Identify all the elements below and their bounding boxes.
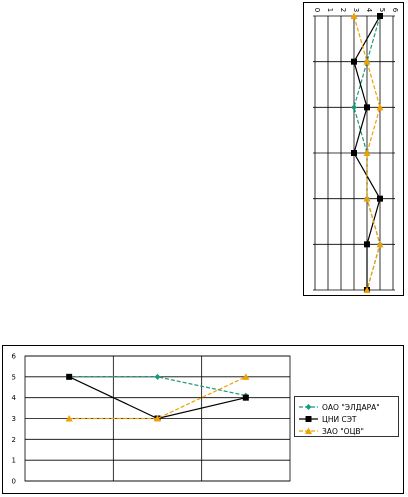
top-value-tick-label: 3 — [352, 8, 360, 12]
bottom-y-tick-label: 1 — [12, 457, 16, 465]
legend-box — [294, 396, 399, 437]
bottom-data-point — [242, 373, 250, 380]
top-data-point — [350, 12, 358, 19]
top-data-point — [377, 13, 383, 19]
bottom-y-tick-label: 0 — [12, 478, 16, 486]
top-data-point — [351, 58, 357, 65]
bottom-chart: 0 1 2 3 4 5 6 — [12, 353, 291, 486]
bottom-data-point — [65, 415, 73, 422]
bottom-y-tick-label: 4 — [12, 394, 17, 402]
legend-entry-label: ЦНИ СЭТ — [322, 415, 357, 424]
top-data-point — [364, 104, 370, 111]
legend-marker — [305, 404, 312, 410]
top-data-point — [363, 58, 371, 65]
legend-marker — [305, 427, 312, 434]
top-value-tick-label: 0 — [313, 8, 321, 12]
top-value-tick-label: 1 — [326, 8, 334, 12]
top-value-tick-label: 6 — [391, 8, 399, 13]
top-value-tick-label: 2 — [339, 8, 347, 12]
bottom-data-point — [154, 373, 161, 380]
bottom-data-point — [154, 415, 161, 422]
bottom-y-tick-label: 6 — [12, 353, 17, 361]
top-value-tick-label: 4 — [365, 8, 373, 13]
bottom-data-point — [242, 394, 249, 401]
legend-marker — [305, 416, 312, 422]
top-data-point — [376, 240, 384, 248]
legend-entry-label: ЗАО "ОЦВ" — [322, 427, 364, 436]
bottom-y-tick-label: 5 — [12, 373, 16, 381]
top-data-point — [351, 104, 357, 111]
top-data-point — [377, 195, 383, 202]
top-value-tick-label: 5 — [378, 8, 386, 12]
top-data-point — [376, 103, 384, 111]
legend-entry-label: ОАО "ЭЛДАРА" — [322, 403, 380, 412]
top-data-point — [364, 241, 370, 248]
bottom-y-tick-label: 2 — [12, 436, 16, 444]
top-data-point — [363, 195, 371, 202]
top-data-point — [363, 286, 371, 293]
legend: ОАО "ЭЛДАРА" ЦНИ СЭТ ЗАО "ОЦВ" — [299, 403, 380, 436]
top-data-point — [363, 149, 371, 156]
top-data-point — [351, 150, 357, 156]
bottom-series-line — [69, 376, 247, 420]
bottom-data-point — [66, 373, 73, 380]
top-chart: 0 1 2 3 4 5 6 — [313, 8, 399, 293]
top-chart-frame — [303, 2, 404, 296]
bottom-y-tick-label: 3 — [12, 415, 16, 423]
